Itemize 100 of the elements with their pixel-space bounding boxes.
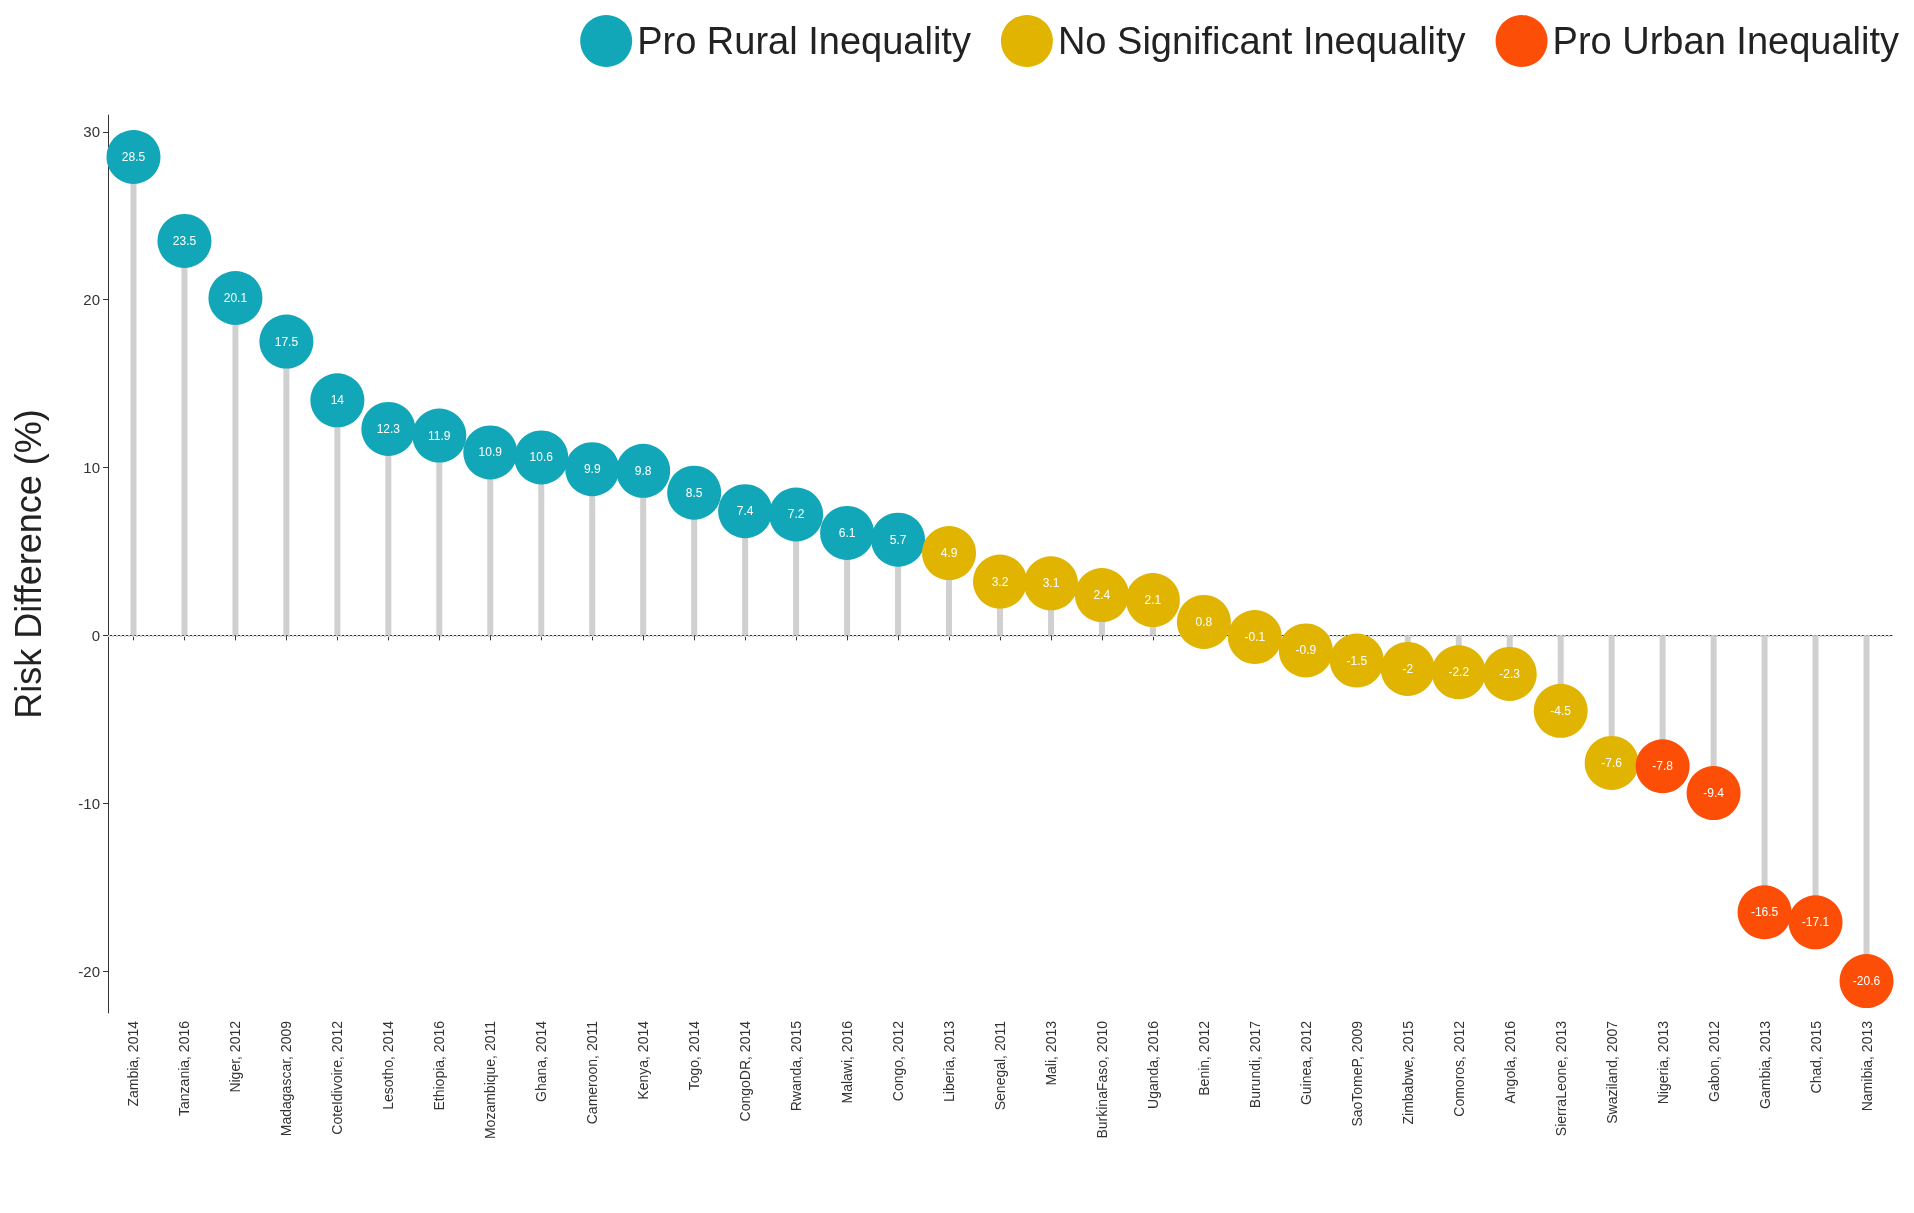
y-tick-label: 0 xyxy=(91,626,100,644)
data-label: -4.5 xyxy=(1550,703,1572,718)
x-tick-label: Comoros, 2012 xyxy=(1450,1020,1467,1117)
x-tick-label: Gabon, 2012 xyxy=(1705,1020,1722,1102)
point xyxy=(463,425,518,480)
point xyxy=(1584,735,1639,790)
data-label: -16.5 xyxy=(1750,905,1779,920)
x-tick-label: Mali, 2013 xyxy=(1042,1020,1059,1086)
data-label: 8.5 xyxy=(685,485,703,500)
data-label: 5.7 xyxy=(889,532,907,547)
point xyxy=(565,442,620,497)
point xyxy=(412,408,467,463)
point xyxy=(718,484,773,539)
data-label: 9.8 xyxy=(634,463,652,478)
point xyxy=(1380,641,1435,696)
data-label: 28.5 xyxy=(121,149,146,164)
data-label: 14 xyxy=(330,393,345,408)
x-tick-label: Namibia, 2013 xyxy=(1858,1020,1875,1112)
data-label: -0.1 xyxy=(1244,630,1266,645)
point xyxy=(820,505,875,560)
point xyxy=(106,129,161,184)
x-tick-label: Gambia, 2013 xyxy=(1756,1020,1773,1109)
point xyxy=(1839,954,1894,1009)
point xyxy=(667,465,722,520)
data-label: -7.8 xyxy=(1652,759,1674,774)
point xyxy=(1431,645,1486,700)
data-label: -1.5 xyxy=(1346,653,1368,668)
x-tick-label: Niger, 2012 xyxy=(227,1020,244,1093)
legend-label: Pro Urban Inequality xyxy=(1552,20,1900,62)
y-tick-label: 20 xyxy=(83,291,100,309)
data-label: 23.5 xyxy=(172,233,197,248)
data-label: 11.9 xyxy=(428,428,451,443)
y-tick-label: 30 xyxy=(83,123,100,141)
data-label: 7.2 xyxy=(787,507,805,522)
point xyxy=(1024,556,1078,611)
data-label: -20.6 xyxy=(1852,974,1881,989)
point xyxy=(259,314,314,369)
point xyxy=(616,443,671,498)
data-label: 2.4 xyxy=(1093,588,1111,603)
data-label: -0.9 xyxy=(1295,643,1317,658)
x-tick-label: Ghana, 2014 xyxy=(533,1020,550,1102)
point xyxy=(1278,623,1333,678)
y-axis-title: Risk Difference (%) xyxy=(7,409,49,719)
y-tick-label: -10 xyxy=(78,794,100,812)
data-label: 4.9 xyxy=(940,546,958,561)
x-tick-label: Mozambique, 2011 xyxy=(482,1020,499,1140)
x-tick-label: Togo, 2014 xyxy=(686,1020,703,1091)
x-tick-label: Ethiopia, 2016 xyxy=(431,1020,448,1111)
x-tick-label: Senegal, 2011 xyxy=(992,1020,1008,1111)
point xyxy=(1635,739,1690,794)
point xyxy=(1125,573,1180,628)
x-tick-label: Kenya, 2014 xyxy=(635,1020,652,1100)
point xyxy=(1737,885,1792,940)
x-tick-label: SaoTomeP, 2009 xyxy=(1348,1020,1365,1127)
x-tick-label: Malawi, 2016 xyxy=(839,1020,856,1104)
point xyxy=(1329,633,1384,688)
x-tick-label: BurkinaFaso, 2010 xyxy=(1093,1020,1110,1139)
point xyxy=(157,213,212,268)
data-label: 17.5 xyxy=(274,334,299,349)
point xyxy=(922,526,977,581)
data-label: 6.1 xyxy=(838,525,856,540)
point xyxy=(1686,766,1741,821)
x-tick-label: Congo, 2012 xyxy=(890,1020,907,1102)
data-label: 3.2 xyxy=(991,574,1009,589)
data-label: 10.9 xyxy=(478,445,503,460)
point xyxy=(514,430,569,485)
point xyxy=(361,401,416,456)
data-label: -2.3 xyxy=(1499,666,1521,681)
x-tick-label: Liberia, 2013 xyxy=(941,1020,958,1102)
x-tick-label: Uganda, 2016 xyxy=(1144,1020,1161,1109)
data-label: 7.4 xyxy=(736,504,754,519)
x-tick-label: CongoDR, 2014 xyxy=(737,1020,754,1122)
x-tick-label: CoteIdivoire, 2012 xyxy=(329,1020,346,1135)
x-tick-label: Madagascar, 2009 xyxy=(278,1020,295,1137)
data-label: 2.1 xyxy=(1144,593,1162,608)
x-tick-label: Zambia, 2014 xyxy=(125,1020,142,1107)
x-tick-label: Benin, 2012 xyxy=(1195,1020,1212,1096)
data-label: 9.9 xyxy=(583,462,601,477)
point xyxy=(1533,683,1588,738)
point xyxy=(208,270,263,325)
data-label: -17.1 xyxy=(1801,915,1830,930)
x-tick-label: Burundi, 2017 xyxy=(1246,1020,1263,1109)
point xyxy=(1788,895,1843,950)
data-label: 0.8 xyxy=(1195,614,1213,629)
x-tick-label: Angola, 2016 xyxy=(1501,1020,1518,1104)
x-tick-label: Swaziland, 2007 xyxy=(1603,1020,1620,1124)
x-tick-label: SierraLeone, 2013 xyxy=(1552,1020,1569,1137)
y-tick-label: 10 xyxy=(83,458,100,476)
legend-label: Pro Rural Inequality xyxy=(637,20,971,62)
data-label: -2 xyxy=(1402,661,1414,676)
legend-label: No Significant Inequality xyxy=(1057,20,1466,62)
x-tick-label: Zimbabwe, 2015 xyxy=(1399,1020,1416,1125)
data-label: -9.4 xyxy=(1703,786,1725,801)
point xyxy=(1075,568,1129,623)
data-label: 20.1 xyxy=(223,290,248,305)
data-label: 10.6 xyxy=(529,450,554,465)
data-label: 12.3 xyxy=(376,421,401,436)
data-label: 3.1 xyxy=(1042,576,1060,591)
x-tick-label: Rwanda, 2015 xyxy=(788,1020,805,1112)
x-tick-label: Lesotho, 2014 xyxy=(380,1020,397,1110)
